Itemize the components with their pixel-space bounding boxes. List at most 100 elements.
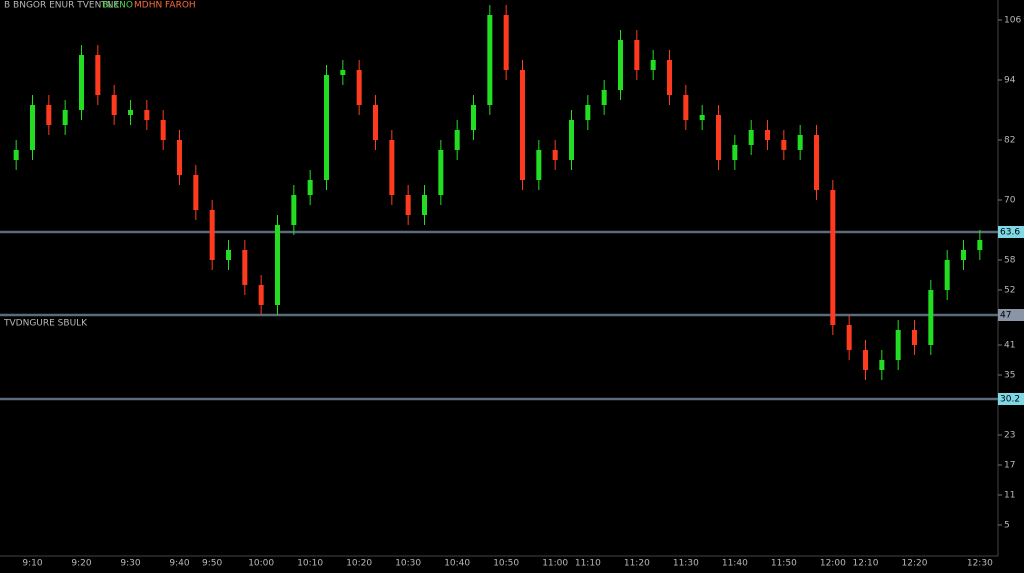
- candle-body: [209, 210, 215, 260]
- candle-body: [650, 60, 656, 70]
- candle-body: [748, 130, 754, 145]
- candle-body: [160, 120, 166, 140]
- candle-body: [765, 130, 770, 140]
- candle-body: [62, 110, 68, 125]
- candle-body: [618, 40, 623, 90]
- candle-body: [242, 250, 248, 285]
- y-tick-label: 106: [1004, 16, 1021, 26]
- y-tick-label: 5: [1004, 521, 1010, 531]
- x-tick-label: 12:30: [967, 559, 993, 569]
- level-tag: [998, 393, 1024, 405]
- candle-body: [144, 110, 150, 120]
- candle-body: [454, 130, 460, 150]
- x-tick-label: 11:50: [771, 559, 797, 569]
- candle-body: [879, 360, 885, 370]
- candle-body: [226, 250, 231, 260]
- chart-subtitle: BLKNO: [102, 1, 133, 11]
- y-tick-label: 70: [1004, 196, 1016, 206]
- x-tick-label: 10:50: [493, 559, 519, 569]
- candle-body: [487, 15, 493, 105]
- candle-body: [503, 15, 509, 70]
- y-tick-label: 94: [1004, 76, 1016, 86]
- candle-body: [291, 195, 297, 225]
- y-tick-label: 35: [1004, 371, 1015, 381]
- candle-body: [79, 55, 84, 110]
- candle-body: [46, 105, 52, 125]
- y-tick-label: 41: [1004, 341, 1015, 351]
- x-tick-label: 9:30: [120, 559, 140, 569]
- x-tick-label: 10:30: [395, 559, 421, 569]
- x-tick-label: 12:10: [853, 559, 879, 569]
- x-tick-label: 11:30: [673, 559, 699, 569]
- candle-body: [895, 330, 901, 360]
- candle-body: [699, 115, 705, 120]
- panel-label: TVDNGURE SBULK: [3, 319, 88, 329]
- candle-body: [340, 70, 346, 75]
- candle-body: [389, 140, 395, 195]
- y-tick-label: 23: [1004, 431, 1015, 441]
- y-tick-label: 82: [1004, 136, 1015, 146]
- x-tick-label: 11:40: [722, 559, 748, 569]
- candle-body: [863, 350, 868, 370]
- candle-body: [193, 175, 199, 210]
- candle-body: [258, 285, 264, 305]
- chart-title: B BNGOR ENUR TVENTNE: [4, 1, 120, 11]
- candle-body: [111, 95, 117, 115]
- candle-body: [569, 120, 574, 160]
- x-tick-label: 10:40: [444, 559, 470, 569]
- candle-body: [405, 195, 411, 215]
- candle-body: [814, 135, 819, 190]
- x-tick-label: 10:00: [248, 559, 274, 569]
- candle-body: [601, 90, 607, 105]
- candle-body: [732, 145, 738, 160]
- candle-body: [422, 195, 427, 215]
- y-tick-label: 17: [1004, 461, 1015, 471]
- y-tick-label: 52: [1004, 286, 1015, 296]
- x-tick-label: 12:20: [902, 559, 928, 569]
- candle-body: [13, 150, 19, 160]
- candle-body: [373, 105, 378, 140]
- candle-body: [667, 60, 672, 95]
- x-tick-label: 9:10: [22, 559, 42, 569]
- level-label: 63.6: [1000, 228, 1020, 238]
- candle-body: [471, 105, 476, 130]
- candle-body: [128, 110, 133, 115]
- x-tick-label: 10:10: [297, 559, 323, 569]
- candle-body: [552, 150, 558, 160]
- x-tick-label: 9:20: [71, 559, 91, 569]
- candle-body: [177, 140, 182, 175]
- candle-body: [307, 180, 313, 195]
- candle-body: [912, 330, 917, 345]
- candle-body: [928, 290, 934, 345]
- y-tick-label: 11: [1004, 491, 1015, 501]
- level-label: 30.2: [1000, 395, 1020, 405]
- candle-body: [356, 70, 362, 105]
- y-tick-label: 58: [1004, 256, 1016, 266]
- x-tick-label: 11:20: [624, 559, 650, 569]
- candle-body: [95, 55, 101, 95]
- candle-body: [977, 240, 983, 250]
- candle-body: [536, 150, 542, 180]
- x-tick-label: 11:00: [542, 559, 568, 569]
- candle-body: [275, 225, 280, 305]
- x-tick-label: 9:50: [202, 559, 222, 569]
- candle-body: [830, 190, 836, 325]
- annotation: MDHN FAROH: [134, 1, 196, 11]
- candle-body: [324, 75, 329, 180]
- x-tick-label: 9:40: [169, 559, 189, 569]
- x-tick-label: 11:10: [575, 559, 601, 569]
- candle-body: [520, 70, 525, 180]
- level-tag: [998, 226, 1024, 238]
- candle-body: [961, 250, 966, 260]
- level-label: 47: [1000, 311, 1011, 321]
- candle-body: [781, 140, 787, 150]
- candle-body: [438, 150, 444, 195]
- level-tag: [998, 309, 1024, 321]
- candle-body: [585, 105, 591, 120]
- candle-body: [944, 260, 950, 290]
- x-tick-label: 10:20: [346, 559, 372, 569]
- x-tick-label: 12:00: [820, 559, 846, 569]
- candle-body: [683, 95, 689, 120]
